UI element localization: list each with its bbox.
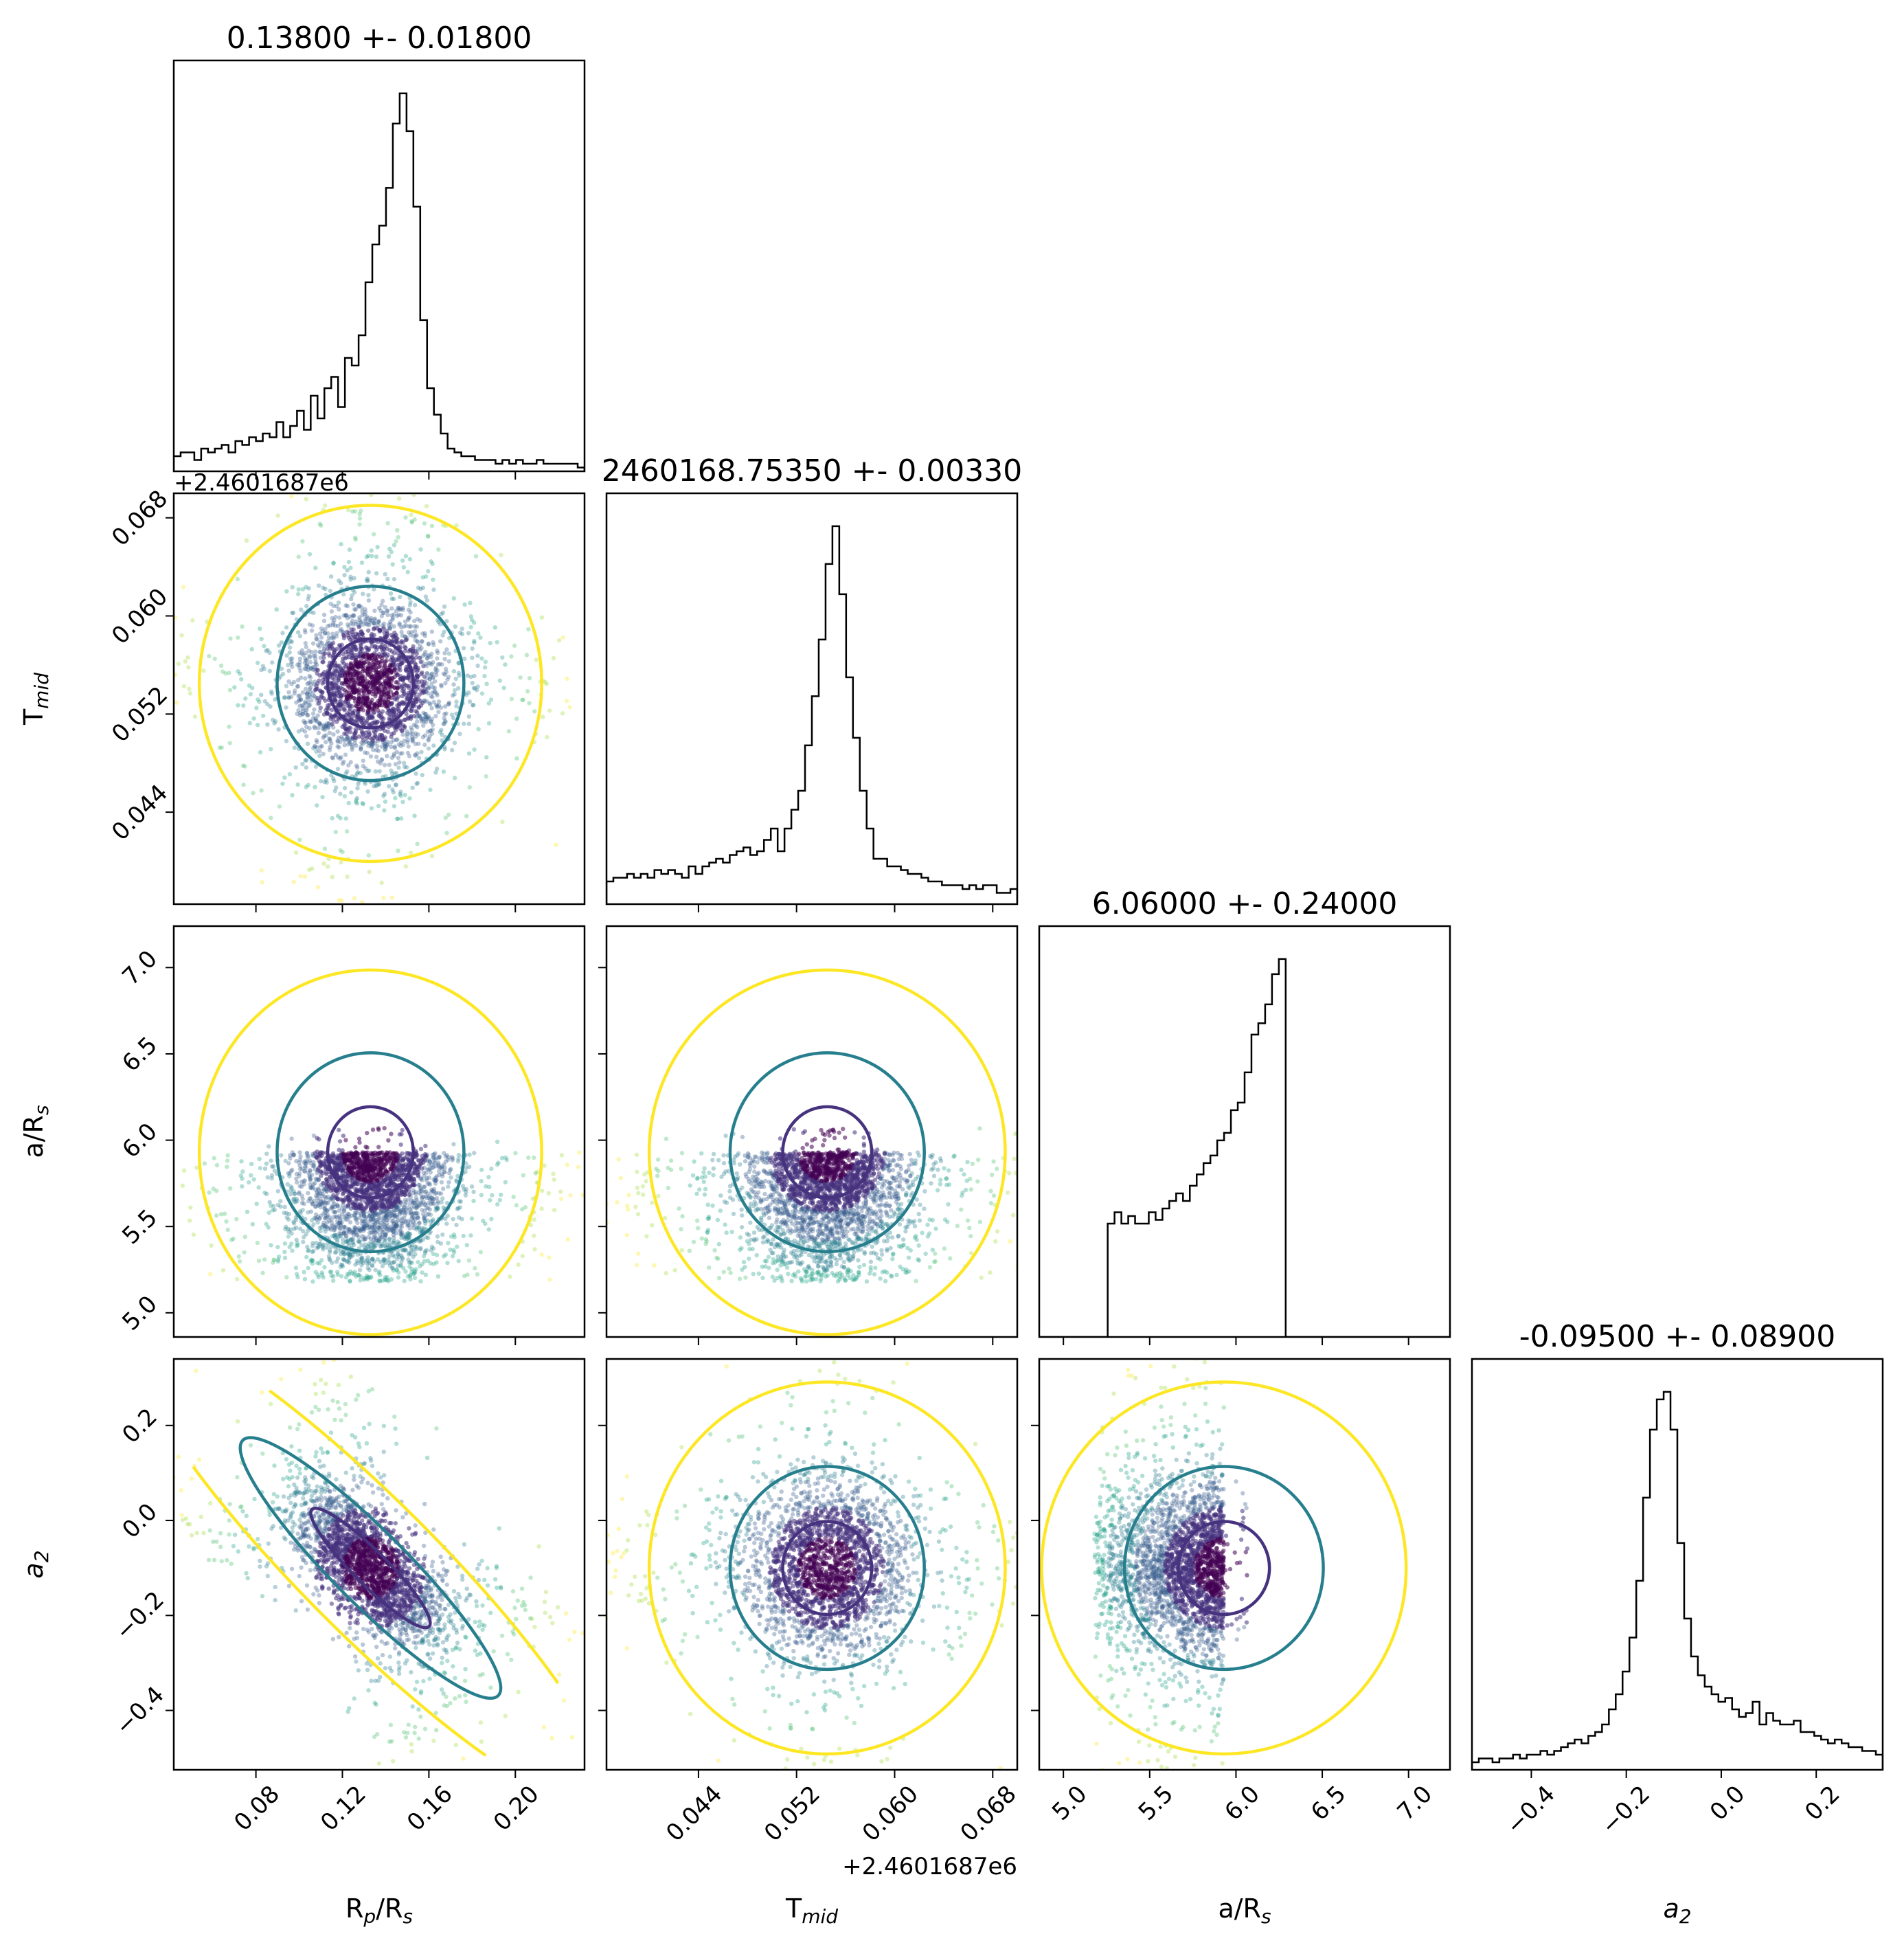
xlabel-ars: a/Rs: [1218, 1893, 1271, 1928]
panel-frame: [172, 1358, 586, 1771]
panel-frame: [1471, 1358, 1884, 1771]
contour-line: [1177, 1520, 1271, 1617]
tick-label: 0.0: [117, 1498, 163, 1544]
tick-label: 0.060: [857, 1780, 924, 1847]
contour-line: [781, 1520, 874, 1617]
panel-frame: [172, 492, 586, 906]
contour-line: [275, 585, 466, 783]
panel-tmid-vs-tmid: [605, 492, 1019, 912]
ylabel-tmid: Tmid: [19, 673, 53, 726]
title-a2: -0.09500 +- 0.08900: [1519, 1319, 1836, 1354]
panel-ars-vs-ars: [1038, 925, 1451, 1345]
panel-frame: [605, 1358, 1019, 1771]
panel-frame: [605, 925, 1019, 1338]
scatter-points: [1092, 1359, 1250, 1770]
scatter-points: [174, 493, 572, 904]
title-ars: 6.06000 +- 0.24000: [1092, 886, 1398, 921]
tick-label: 0.2: [117, 1403, 163, 1449]
offset-label-tmid-x: +2.4601687e6: [842, 1853, 1017, 1880]
contour-line: [1040, 1380, 1408, 1756]
panel-ars-vs-rprs: 5.0 5.5 6.0 6.5 7.0: [117, 925, 586, 1345]
histogram-line: [1472, 1391, 1883, 1770]
tick-label: 5.0: [117, 1290, 163, 1336]
tick-label: 0.20: [488, 1780, 545, 1836]
tick-label: 0.068: [106, 485, 173, 552]
panel-a2-vs-a2: −0.4 −0.2 0.0 0.2: [1471, 1358, 1884, 1840]
tick-label: 5.5: [1133, 1780, 1179, 1826]
contour-line: [728, 1051, 926, 1254]
tick-label: 7.0: [1392, 1780, 1438, 1826]
tick-label: 0.060: [106, 583, 173, 650]
contour-line: [647, 968, 1007, 1336]
tick-label: 0.044: [106, 779, 173, 846]
tick-label: 6.5: [1306, 1780, 1352, 1826]
tick-label: −0.4: [110, 1681, 170, 1741]
panel-rprs-vs-rprs: [172, 59, 586, 480]
contour-line: [1122, 1465, 1325, 1672]
contour-line: [197, 968, 543, 1336]
histogram-line: [607, 525, 1017, 904]
panel-tmid-vs-rprs: 0.044 0.052 0.060 0.068: [106, 485, 586, 912]
histogram-line: [1039, 958, 1450, 1337]
tick-label: 6.0: [117, 1118, 163, 1164]
tick-label: 0.2: [1800, 1780, 1846, 1826]
panel-frame: [172, 59, 586, 473]
panel-frame: [1038, 1358, 1451, 1771]
contour-line: [197, 504, 543, 864]
offset-label-tmid-y: +2.4601687e6: [174, 469, 349, 497]
tick-label: 0.16: [402, 1780, 458, 1836]
tick-label: −0.2: [1596, 1780, 1655, 1840]
tick-label: 5.0: [1047, 1780, 1093, 1826]
tick-label: 0.0: [1705, 1780, 1751, 1826]
panel-a2-vs-ars: 5.0 5.5 6.0 6.5 7.0: [1031, 1358, 1451, 1826]
tick-label: 0.044: [661, 1780, 727, 1847]
xlabel-tmid: Tmid: [785, 1893, 838, 1928]
panel-frame: [605, 492, 1019, 906]
title-rprs: 0.13800 +- 0.01800: [227, 21, 532, 56]
ylabel-ars: a/Rs: [19, 1105, 53, 1158]
contour-line: [326, 637, 415, 730]
contour-line: [647, 1380, 1007, 1756]
title-tmid: 2460168.75350 +- 0.00330: [602, 453, 1023, 488]
contour-line: [309, 1507, 432, 1630]
scatter-points: [607, 1126, 1017, 1284]
tick-label: 0.08: [229, 1780, 285, 1836]
tick-label: 0.052: [106, 681, 173, 747]
contour-line: [275, 1051, 466, 1254]
ylabel-a2: a2: [19, 1550, 53, 1578]
panel-frame: [1038, 925, 1451, 1338]
contour-line: [238, 1436, 503, 1700]
histogram-line: [174, 92, 585, 471]
panel-frame: [172, 925, 586, 1338]
tick-label: 7.0: [117, 945, 163, 991]
xlabel-rprs: Rp/Rs: [345, 1893, 413, 1928]
tick-label: 6.5: [117, 1031, 163, 1077]
contour-line: [326, 1105, 415, 1200]
tick-label: −0.2: [110, 1586, 170, 1646]
tick-label: 5.5: [117, 1204, 163, 1250]
contour-line: [728, 1465, 926, 1672]
tick-label: 6.0: [1219, 1780, 1265, 1826]
tick-label: −0.4: [1501, 1780, 1561, 1840]
contour-line: [781, 1105, 874, 1200]
xlabel-a2: a2: [1663, 1893, 1691, 1928]
tick-label: 0.068: [955, 1780, 1022, 1847]
panel-ars-vs-tmid: [598, 925, 1019, 1345]
tick-label: 0.052: [759, 1780, 826, 1847]
tick-label: 0.12: [315, 1780, 372, 1836]
